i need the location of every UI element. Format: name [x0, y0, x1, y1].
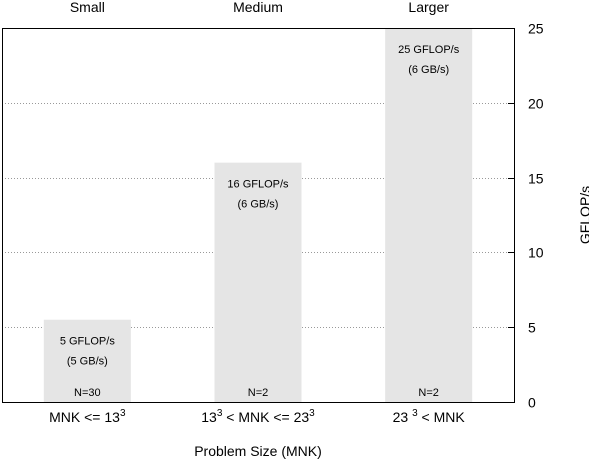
x-tick-label-superscript: 3 — [217, 408, 223, 419]
bars — [43, 28, 473, 402]
x-tick-label-superscript: 3 — [120, 408, 126, 419]
x-tick-label-superscript: 3 — [412, 408, 418, 419]
bar-bandwidth-label: (6 GB/s) — [408, 64, 449, 76]
y-axis-title: GFLOP/s — [577, 186, 589, 244]
x-axis-title: Problem Size (MNK) — [194, 443, 322, 459]
x-tick-label: MNK <= 133​ — [49, 408, 126, 425]
bar-count-label: N=2 — [418, 387, 439, 399]
bar-value-label: 25 GFLOP/s — [398, 44, 460, 56]
bar-bandwidth-label: (5 GB/s) — [67, 356, 108, 368]
bar — [385, 28, 473, 402]
y-tick-label: 15 — [528, 171, 544, 187]
bar — [43, 319, 131, 402]
plot-frame — [2, 28, 515, 403]
group-label: Larger — [408, 0, 449, 15]
bar-value-label: 16 GFLOP/s — [227, 179, 289, 191]
group-label: Medium — [233, 0, 283, 15]
x-tick-label-part: MNK <= 13 — [49, 409, 120, 425]
x-axis: MNK <= 133​133​ < MNK <= 233​23 3​ < MNK — [49, 408, 465, 425]
bar-count-label: N=2 — [248, 387, 269, 399]
bar-value-label: 5 GFLOP/s — [60, 336, 116, 348]
y-tick-label: 25 — [528, 21, 544, 37]
bar-annotations: Small 5 GFLOP/s (5 GB/s) N=30 Medium 16 GFLOP… — [60, 0, 460, 399]
x-tick-label: 23 3​ < MNK — [393, 408, 466, 425]
bar — [214, 162, 302, 402]
y-tick-label: 5 — [528, 320, 536, 336]
x-tick-label-part: 23 — [393, 409, 412, 425]
x-tick-label-part: < MNK <= 23 — [222, 409, 309, 425]
y-tick-label: 10 — [528, 245, 544, 261]
y-axis: 0 5 10 15 20 25 — [508, 21, 544, 411]
bar-bandwidth-label: (6 GB/s) — [238, 199, 279, 211]
group-label: Small — [70, 0, 105, 15]
bar-count-label: N=30 — [74, 387, 101, 399]
x-tick-label-part: 13 — [201, 409, 217, 425]
y-tick-label: 0 — [528, 395, 536, 411]
x-tick-label: 133​ < MNK <= 233​ — [201, 408, 315, 425]
x-tick-label-part: < MNK — [418, 409, 466, 425]
y-tick-label: 20 — [528, 96, 544, 112]
x-tick-label-superscript: 3 — [309, 408, 315, 419]
